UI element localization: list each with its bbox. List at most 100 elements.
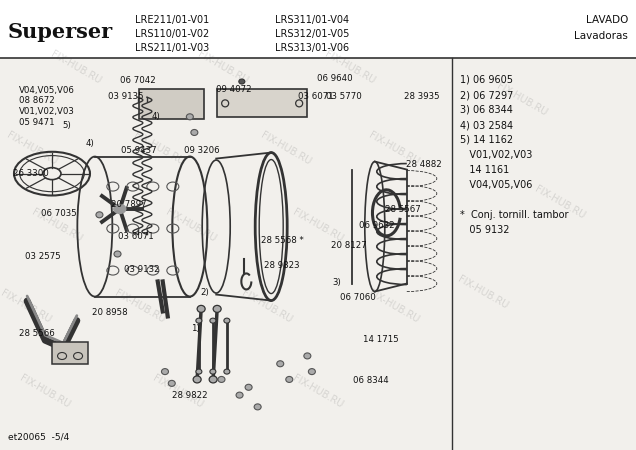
Text: 1) 06 9605: 1) 06 9605	[460, 75, 513, 85]
Text: 06 8344: 06 8344	[353, 376, 389, 385]
Text: 06 7060: 06 7060	[340, 292, 376, 302]
Text: 5): 5)	[62, 121, 71, 130]
Text: 03 2575: 03 2575	[25, 252, 61, 261]
Bar	[52, 342, 88, 364]
Ellipse shape	[224, 369, 230, 374]
Text: 03 9132: 03 9132	[124, 266, 160, 274]
Ellipse shape	[114, 251, 121, 257]
Text: et20065  -5/4: et20065 -5/4	[8, 433, 69, 442]
Text: 09 3206: 09 3206	[184, 146, 220, 155]
Text: 05 9437: 05 9437	[121, 146, 156, 155]
Text: 28 5567: 28 5567	[385, 205, 420, 214]
Text: 06 9640: 06 9640	[317, 74, 352, 83]
Text: 28 9822: 28 9822	[172, 392, 207, 400]
Ellipse shape	[218, 377, 225, 382]
Text: 14 1715: 14 1715	[363, 335, 398, 344]
Text: 03 5770: 03 5770	[326, 92, 361, 101]
Bar	[0, 0, 636, 58]
Ellipse shape	[286, 377, 293, 382]
Ellipse shape	[254, 404, 261, 410]
Text: V04,V05,V06: V04,V05,V06	[460, 180, 532, 190]
Text: FIX-HUB.RU: FIX-HUB.RU	[113, 288, 167, 324]
Text: 20 8958: 20 8958	[92, 308, 128, 317]
Text: FIX-HUB.RU: FIX-HUB.RU	[323, 49, 377, 86]
Text: FIX-HUB.RU: FIX-HUB.RU	[368, 288, 421, 324]
Ellipse shape	[304, 353, 311, 359]
Text: FIX-HUB.RU: FIX-HUB.RU	[164, 207, 218, 243]
Text: 5) 14 1162: 5) 14 1162	[460, 135, 513, 145]
Text: 4) 03 2584: 4) 03 2584	[460, 120, 513, 130]
Text: 03 9135: 03 9135	[108, 92, 144, 101]
Ellipse shape	[224, 318, 230, 323]
Text: FIX-HUB.RU: FIX-HUB.RU	[31, 207, 84, 243]
Text: 08 8672: 08 8672	[19, 96, 55, 105]
Ellipse shape	[209, 376, 217, 383]
Text: LRS313/01-V06: LRS313/01-V06	[275, 43, 349, 53]
Text: Lavadoras: Lavadoras	[574, 31, 628, 41]
Text: 1): 1)	[191, 324, 200, 333]
Ellipse shape	[236, 392, 243, 398]
Ellipse shape	[308, 369, 315, 374]
Text: LRS311/01-V04: LRS311/01-V04	[275, 15, 349, 25]
Text: 4): 4)	[86, 139, 95, 148]
Text: 05 9132: 05 9132	[460, 225, 509, 235]
Text: 26 3300: 26 3300	[13, 169, 48, 178]
Text: FIX-HUB.RU: FIX-HUB.RU	[368, 130, 421, 167]
Text: FIX-HUB.RU: FIX-HUB.RU	[5, 130, 59, 167]
Text: FIX-HUB.RU: FIX-HUB.RU	[18, 373, 71, 410]
Text: FIX-HUB.RU: FIX-HUB.RU	[259, 130, 313, 167]
Text: 4): 4)	[151, 112, 160, 122]
Text: FIX-HUB.RU: FIX-HUB.RU	[196, 49, 249, 86]
Text: 28 3935: 28 3935	[404, 92, 439, 101]
Text: 03 6071: 03 6071	[298, 92, 333, 101]
Ellipse shape	[193, 376, 201, 383]
Text: FIX-HUB.RU: FIX-HUB.RU	[495, 81, 548, 117]
Text: *  Conj. tornill. tambor: * Conj. tornill. tambor	[460, 210, 569, 220]
Text: Superser: Superser	[8, 22, 113, 42]
Ellipse shape	[277, 361, 284, 367]
Text: FIX-HUB.RU: FIX-HUB.RU	[291, 373, 345, 410]
Text: 28 5566: 28 5566	[19, 328, 55, 338]
Text: V01,V02,V03: V01,V02,V03	[19, 107, 75, 116]
Text: 20 7897: 20 7897	[111, 200, 147, 209]
Text: 03 6071: 03 6071	[118, 232, 153, 241]
Ellipse shape	[197, 306, 205, 312]
Text: FIX-HUB.RU: FIX-HUB.RU	[132, 130, 186, 167]
Ellipse shape	[196, 318, 202, 323]
Text: V04,V05,V06: V04,V05,V06	[19, 86, 75, 94]
Ellipse shape	[186, 114, 193, 120]
Text: LRS110/01-V02: LRS110/01-V02	[135, 29, 209, 39]
Text: FIX-HUB.RU: FIX-HUB.RU	[151, 373, 205, 410]
Text: LRS312/01-V05: LRS312/01-V05	[275, 29, 349, 39]
Text: FIX-HUB.RU: FIX-HUB.RU	[240, 288, 294, 324]
Ellipse shape	[196, 369, 202, 374]
Text: LRS211/01-V03: LRS211/01-V03	[135, 43, 209, 53]
Ellipse shape	[114, 204, 126, 213]
Text: 05 9471: 05 9471	[19, 118, 55, 127]
Ellipse shape	[169, 380, 176, 387]
Text: 2) 06 7297: 2) 06 7297	[460, 90, 513, 100]
Text: 3): 3)	[332, 278, 341, 287]
Ellipse shape	[210, 369, 216, 374]
Text: 06 7035: 06 7035	[41, 209, 77, 218]
Text: FIX-HUB.RU: FIX-HUB.RU	[0, 288, 52, 324]
Bar	[139, 90, 204, 119]
Text: 2): 2)	[200, 288, 209, 297]
Ellipse shape	[245, 384, 252, 390]
Ellipse shape	[191, 130, 198, 135]
Text: FIX-HUB.RU: FIX-HUB.RU	[50, 49, 103, 86]
Text: LRE211/01-V01: LRE211/01-V01	[135, 15, 209, 25]
Text: 06 9632: 06 9632	[359, 220, 395, 230]
Text: V01,V02,V03: V01,V02,V03	[460, 150, 532, 160]
Text: 3) 06 8344: 3) 06 8344	[460, 105, 513, 115]
Text: 28 5568 *: 28 5568 *	[261, 236, 303, 245]
Text: 09 4072: 09 4072	[216, 86, 252, 94]
Text: 14 1161: 14 1161	[460, 165, 509, 175]
Text: FIX-HUB.RU: FIX-HUB.RU	[291, 207, 345, 243]
Text: 06 7042: 06 7042	[120, 76, 155, 85]
Ellipse shape	[213, 306, 221, 312]
Text: 28 4882: 28 4882	[406, 160, 441, 169]
Ellipse shape	[239, 79, 245, 84]
Ellipse shape	[210, 318, 216, 323]
Text: FIX-HUB.RU: FIX-HUB.RU	[457, 274, 510, 311]
